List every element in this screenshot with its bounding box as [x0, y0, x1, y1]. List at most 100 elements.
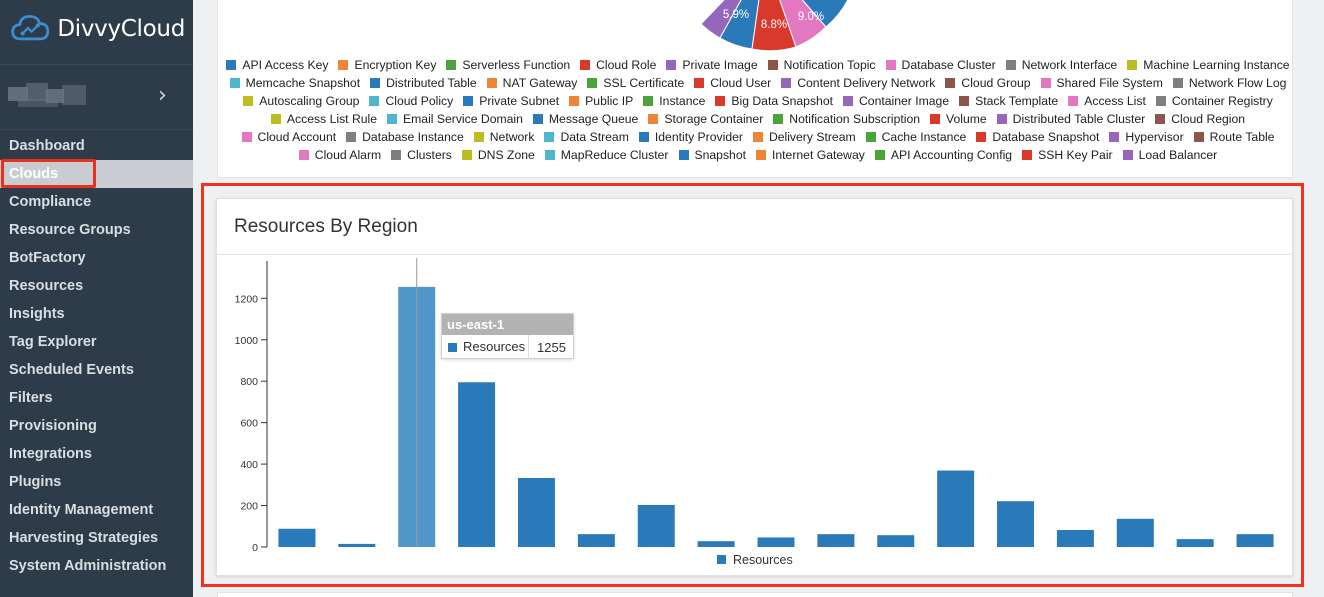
legend-item[interactable]: Network Interface	[1005, 58, 1118, 72]
legend-item[interactable]: SSL Certificate	[587, 76, 684, 90]
bar-region-16[interactable]	[1176, 539, 1214, 547]
sidebar-item-harvesting-strategies[interactable]: Harvesting Strategies	[9, 530, 159, 546]
legend-item[interactable]: Notification Topic	[767, 58, 876, 72]
sidebar-item-tag-explorer[interactable]: Tag Explorer	[9, 334, 97, 350]
bar-region-12[interactable]	[937, 470, 975, 547]
bar-region-14[interactable]	[1056, 530, 1094, 547]
legend-item[interactable]: Identity Provider	[638, 130, 743, 144]
legend-item[interactable]: Encryption Key	[338, 58, 436, 72]
sidebar-item-identity-management[interactable]: Identity Management	[9, 502, 154, 518]
legend-item[interactable]: DNS Zone	[461, 148, 535, 162]
legend-item[interactable]: Private Subnet	[463, 94, 559, 108]
legend-item[interactable]: Internet Gateway	[756, 148, 865, 162]
legend-item[interactable]: Cloud Role	[580, 58, 656, 72]
legend-item[interactable]: Network	[473, 130, 534, 144]
legend-item[interactable]: Stack Template	[959, 94, 1058, 108]
sidebar-item-insights[interactable]: Insights	[9, 306, 65, 322]
legend-item[interactable]: Route Table	[1193, 130, 1274, 144]
bar-region-8[interactable]	[697, 541, 735, 547]
legend-item[interactable]: Container Registry	[1155, 94, 1273, 108]
legend-item[interactable]: Clusters	[391, 148, 452, 162]
legend-item[interactable]: Database Instance	[346, 130, 464, 144]
legend-item[interactable]: SSH Key Pair	[1022, 148, 1113, 162]
legend-item[interactable]: API Accounting Config	[874, 148, 1012, 162]
legend-item[interactable]: Network Flow Log	[1172, 76, 1286, 90]
sidebar-item-plugins[interactable]: Plugins	[9, 474, 62, 490]
sidebar-item-scheduled-events[interactable]: Scheduled Events	[9, 362, 134, 378]
legend-item[interactable]: Private Image	[666, 58, 758, 72]
legend-item[interactable]: Hypervisor	[1109, 130, 1184, 144]
chart-legend-label[interactable]: Resources	[733, 553, 793, 567]
legend-item[interactable]: Volume	[930, 112, 987, 126]
legend-item[interactable]: Access List Rule	[270, 112, 377, 126]
sidebar-item-integrations[interactable]: Integrations	[9, 446, 92, 462]
sidebar-item-resource-groups[interactable]: Resource Groups	[9, 222, 131, 238]
legend-item[interactable]: Instance	[643, 94, 705, 108]
legend-item[interactable]: Container Image	[843, 94, 949, 108]
legend-label: Cloud Policy	[385, 94, 454, 108]
legend-label: MapReduce Cluster	[560, 148, 669, 162]
sidebar-item-clouds[interactable]: Clouds	[0, 160, 193, 188]
sidebar-item-dashboard[interactable]: Dashboard	[9, 138, 85, 154]
legend-item[interactable]: Database Cluster	[885, 58, 996, 72]
legend-swatch	[865, 132, 876, 142]
bar-region-5[interactable]	[517, 477, 555, 547]
account-switcher[interactable]: ›	[0, 64, 193, 130]
legend-item[interactable]: Access List	[1068, 94, 1146, 108]
legend-item[interactable]: API Access Key	[226, 58, 328, 72]
bar-region-6[interactable]	[577, 534, 615, 547]
legend-item[interactable]: Distributed Table Cluster	[996, 112, 1145, 126]
bar-region-9[interactable]	[757, 537, 795, 547]
legend-item[interactable]: Cloud Region	[1155, 112, 1245, 126]
bar-region-11[interactable]	[877, 535, 915, 547]
legend-item[interactable]: Cloud Account	[241, 130, 336, 144]
bar-region-13[interactable]	[997, 501, 1035, 547]
sidebar-item-resources[interactable]: Resources	[9, 278, 84, 294]
legend-item[interactable]: Message Queue	[532, 112, 638, 126]
legend-swatch	[544, 150, 555, 160]
sidebar-item-filters[interactable]: Filters	[9, 390, 53, 406]
bar-region-10[interactable]	[817, 534, 855, 547]
legend-item[interactable]: Public IP	[569, 94, 633, 108]
legend-item[interactable]: Notification Subscription	[773, 112, 920, 126]
sidebar-item-provisioning[interactable]: Provisioning	[9, 418, 97, 434]
legend-item[interactable]: Serverless Function	[446, 58, 570, 72]
legend-item[interactable]: MapReduce Cluster	[544, 148, 669, 162]
legend-item[interactable]: Memcache Snapshot	[229, 76, 360, 90]
legend-item[interactable]: Storage Container	[648, 112, 763, 126]
chevron-right-icon[interactable]: ›	[158, 83, 167, 108]
legend-item[interactable]: Content Delivery Network	[781, 76, 935, 90]
pie-slice-blue-right[interactable]	[765, 0, 852, 28]
legend-item[interactable]: Big Data Snapshot	[715, 94, 833, 108]
legend-label: Network Interface	[1021, 58, 1118, 72]
legend-item[interactable]: Cache Instance	[865, 130, 966, 144]
bar-region-1[interactable]	[278, 528, 316, 547]
legend-item[interactable]: Database Snapshot	[976, 130, 1099, 144]
legend-item[interactable]: Delivery Stream	[752, 130, 856, 144]
legend-item[interactable]: Cloud Policy	[369, 94, 453, 108]
bar-region-7[interactable]	[637, 504, 675, 547]
legend-item[interactable]: Cloud User	[694, 76, 771, 90]
sidebar-item-system-administration[interactable]: System Administration	[9, 558, 167, 574]
legend-item[interactable]: Cloud Group	[945, 76, 1031, 90]
legend-item[interactable]: Data Stream	[544, 130, 629, 144]
legend-item[interactable]: Snapshot	[678, 148, 746, 162]
bar-region-17[interactable]	[1236, 534, 1274, 547]
legend-item[interactable]: Cloud Alarm	[298, 148, 381, 162]
legend-item[interactable]: Load Balancer	[1122, 148, 1217, 162]
legend-item[interactable]: Email Service Domain	[387, 112, 523, 126]
legend-label: Email Service Domain	[403, 112, 523, 126]
legend-label: Notification Topic	[783, 58, 876, 72]
sidebar-item-botfactory[interactable]: BotFactory	[9, 250, 86, 266]
sidebar-item-compliance[interactable]: Compliance	[9, 194, 92, 210]
bar-region-15[interactable]	[1116, 518, 1154, 547]
legend-item[interactable]: Autoscaling Group	[243, 94, 359, 108]
legend-row: Access List Rule Email Service Domain Mess…	[228, 110, 1288, 128]
legend-item[interactable]: NAT Gateway	[486, 76, 577, 90]
legend-item[interactable]: Machine Learning Instance	[1127, 58, 1290, 72]
legend-item[interactable]: Shared File System	[1040, 76, 1163, 90]
bar-region-2[interactable]	[338, 543, 376, 547]
logo[interactable]: DivvyCloud	[10, 10, 185, 48]
legend-item[interactable]: Distributed Table	[370, 76, 477, 90]
bar-region-4[interactable]	[458, 382, 496, 547]
